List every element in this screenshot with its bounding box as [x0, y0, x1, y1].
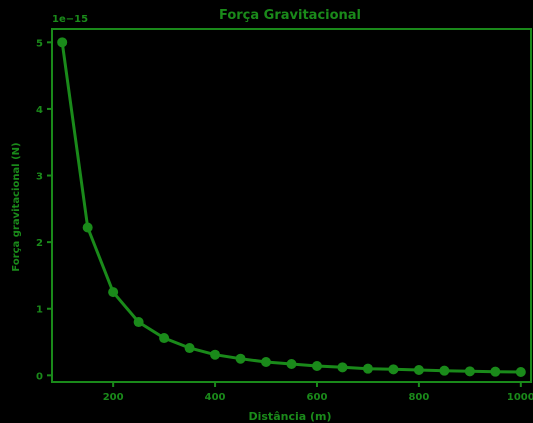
y-tick-label: 1 — [36, 305, 43, 316]
data-point — [57, 37, 68, 48]
x-tick-label: 1000 — [507, 392, 533, 403]
data-point — [311, 361, 322, 372]
y-axis: 0 1 2 3 4 5 — [36, 38, 52, 382]
y-axis-label: Força gravitacional (N) — [11, 142, 22, 271]
data-point — [337, 362, 348, 373]
data-point — [515, 367, 526, 378]
data-point — [159, 333, 170, 344]
data-point — [362, 363, 373, 374]
x-tick-label: 400 — [205, 392, 226, 403]
data-point — [439, 365, 450, 376]
series-points — [57, 37, 526, 378]
data-point — [261, 357, 272, 368]
plot-frame — [51, 28, 532, 383]
data-point — [210, 349, 221, 360]
x-axis-label: Distância (m) — [248, 410, 331, 423]
y-tick-label: 4 — [36, 105, 43, 116]
data-point — [133, 317, 144, 328]
x-tick-label: 800 — [408, 392, 429, 403]
data-point — [413, 365, 424, 376]
axis-scale-label: 1e−15 — [52, 14, 88, 25]
y-tick-label: 0 — [36, 371, 43, 382]
y-tick-label: 3 — [36, 172, 43, 183]
data-point — [108, 287, 119, 298]
y-tick-label: 5 — [36, 38, 43, 49]
x-tick-label: 600 — [307, 392, 328, 403]
data-point — [82, 222, 93, 233]
data-point — [286, 359, 297, 370]
data-point — [388, 364, 399, 375]
series-line — [60, 42, 521, 374]
data-point — [490, 366, 501, 377]
chart-title: Força Gravitacional — [219, 8, 361, 23]
data-point — [235, 353, 246, 364]
y-tick-label: 2 — [36, 238, 43, 249]
x-tick-label: 200 — [103, 392, 124, 403]
x-axis: 200 400 600 800 1000 — [103, 382, 533, 403]
data-point — [464, 366, 475, 377]
data-point — [184, 343, 195, 354]
